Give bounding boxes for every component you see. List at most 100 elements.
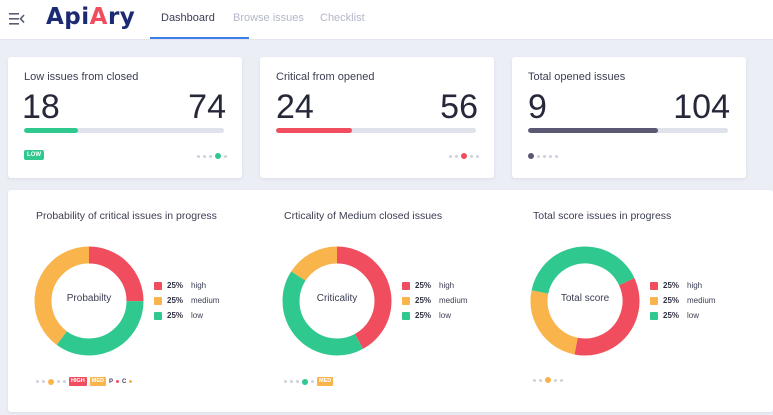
legend-swatch <box>650 311 658 320</box>
legend-pct: 25% <box>415 281 432 290</box>
pager-dot[interactable] <box>543 154 546 158</box>
donut-center-label: Criticality <box>316 293 358 304</box>
donut-center-label: Probabilty <box>66 293 112 304</box>
pager-dots[interactable] <box>197 153 227 159</box>
donut-probability <box>34 246 144 356</box>
donut-segment <box>34 246 144 356</box>
pager-dot[interactable] <box>224 154 227 158</box>
stat-title: Low issues from closed <box>24 71 139 83</box>
chart-title-probability: Probability of critical issues in progre… <box>36 210 217 222</box>
pager-dot[interactable] <box>528 153 534 159</box>
legend-swatch <box>154 281 162 290</box>
pager-dot[interactable] <box>560 378 563 382</box>
tab-dashboard[interactable]: Dashboard <box>161 12 215 24</box>
stat-card-total-opened: Total opened issues 9 104 <box>512 57 746 178</box>
legend-label: medium <box>687 296 716 305</box>
progress-fill <box>276 128 352 133</box>
legend-item-high: 25% high <box>154 278 219 293</box>
app-logo[interactable]: ApiAry <box>46 4 136 30</box>
pager-dot[interactable] <box>302 378 308 385</box>
stat-value-left: 18 <box>22 88 60 126</box>
pager-dot[interactable] <box>63 380 66 383</box>
pager-dot[interactable] <box>537 154 540 158</box>
stat-title: Total opened issues <box>528 71 626 83</box>
stat-value-left: 24 <box>276 88 314 126</box>
chart-footer-total-score[interactable] <box>533 377 563 383</box>
menu-collapse-icon[interactable] <box>9 12 25 26</box>
pager-dot[interactable] <box>57 380 60 383</box>
pager-dot[interactable] <box>455 154 458 158</box>
donut-segment <box>530 246 640 356</box>
legend-swatch <box>154 311 162 320</box>
low-badge: LOW <box>24 150 44 160</box>
tab-browse-issues[interactable]: Browse issues <box>233 12 304 24</box>
progress-fill <box>528 128 658 133</box>
legend-pct: 25% <box>415 311 432 320</box>
filter-letter[interactable]: P <box>108 378 113 385</box>
legend-item-low: 25% low <box>650 308 715 323</box>
legend-pct: 25% <box>663 281 680 290</box>
pager-dots[interactable] <box>528 153 558 159</box>
pager-dot[interactable] <box>470 154 473 158</box>
filter-letter-dot <box>129 380 133 383</box>
legend-item-medium: 25% medium <box>154 293 219 308</box>
legend-label: low <box>191 311 204 320</box>
stat-value-left: 9 <box>528 88 547 126</box>
chart-title-criticality: Crticality of Medium closed issues <box>284 210 443 222</box>
pager-dot[interactable] <box>311 380 314 383</box>
pager-dot[interactable] <box>36 380 39 383</box>
legend-item-medium: 25% medium <box>402 293 467 308</box>
pager-dot[interactable] <box>296 380 299 383</box>
legend-swatch <box>402 296 410 305</box>
legend-swatch <box>650 281 658 290</box>
donut-segment <box>282 246 392 356</box>
pager-dot[interactable] <box>48 378 54 385</box>
legend-pct: 25% <box>663 311 680 320</box>
pager-dot[interactable] <box>203 154 206 158</box>
pager-dot[interactable] <box>209 154 212 158</box>
pager-dot[interactable] <box>476 154 479 158</box>
donut-segment <box>34 246 144 356</box>
legend-pct: 25% <box>663 296 680 305</box>
pager-dot[interactable] <box>545 377 551 383</box>
donut-segment <box>282 246 392 356</box>
legend-item-medium: 25% medium <box>650 293 715 308</box>
chart-footer-probability[interactable]: HIGH MED P C <box>36 377 133 386</box>
progress-fill <box>24 128 78 133</box>
legend-swatch <box>650 296 658 305</box>
legend-item-low: 25% low <box>402 308 467 323</box>
filter-tag[interactable]: MED <box>89 377 106 386</box>
legend-label: high <box>439 281 455 290</box>
legend-label: high <box>191 281 207 290</box>
pager-dot[interactable] <box>555 154 558 158</box>
legend-pct: 25% <box>415 296 432 305</box>
chart-footer-criticality[interactable]: MED <box>284 377 334 386</box>
pager-dot[interactable] <box>215 153 221 159</box>
filter-tag[interactable]: HIGH <box>69 377 87 386</box>
pager-dot[interactable] <box>533 378 536 382</box>
donut-total-score <box>530 246 640 356</box>
pager-dot[interactable] <box>461 153 467 159</box>
pager-dot[interactable] <box>539 378 542 382</box>
filter-tag[interactable]: MED <box>317 377 334 386</box>
legend-item-low: 25% low <box>154 308 219 323</box>
pager-dot[interactable] <box>449 154 452 158</box>
stat-value-right: 74 <box>188 88 226 126</box>
pager-dot[interactable] <box>290 380 293 383</box>
legend-swatch <box>402 311 410 320</box>
legend-item-high: 25% high <box>650 278 715 293</box>
pager-dots[interactable] <box>449 153 479 159</box>
pager-dot[interactable] <box>284 380 287 383</box>
legend-pct: 25% <box>167 311 184 320</box>
filter-letter[interactable]: C <box>122 378 127 385</box>
legend-criticality: 25% high 25% medium 25% low <box>402 278 467 323</box>
pager-dot[interactable] <box>197 154 200 158</box>
chart-title-total-score: Total score issues in progress <box>533 210 672 222</box>
tab-checklist[interactable]: Checklist <box>320 12 365 24</box>
legend-pct: 25% <box>167 281 184 290</box>
stat-value-right: 56 <box>440 88 478 126</box>
pager-dot[interactable] <box>554 378 557 382</box>
pager-dot[interactable] <box>42 380 45 383</box>
pager-dot[interactable] <box>549 154 552 158</box>
donut-segment <box>530 246 640 356</box>
